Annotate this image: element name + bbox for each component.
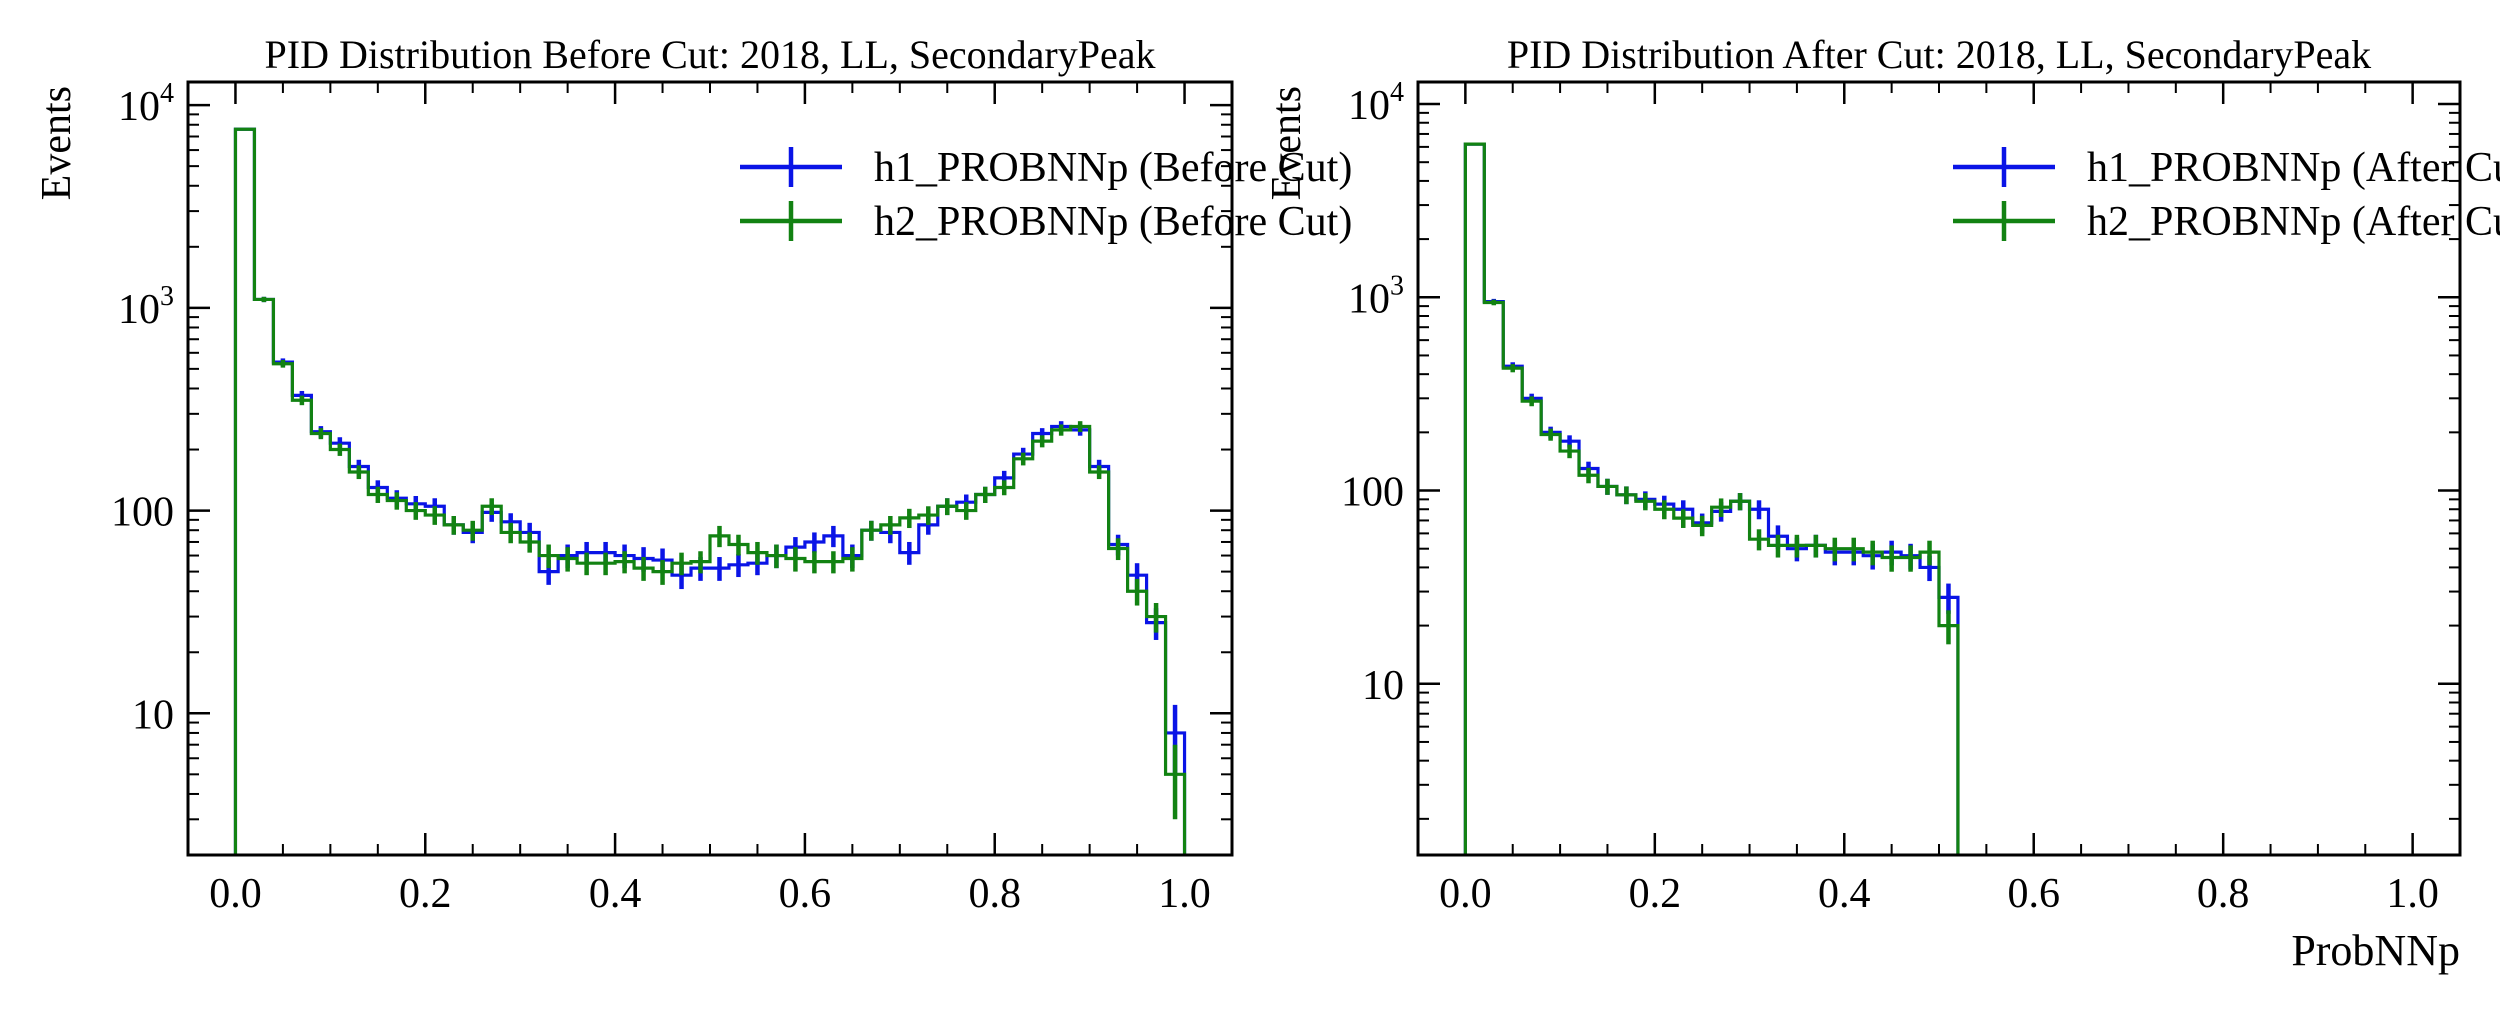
- plot-area: [233, 127, 1187, 855]
- x-axis-label: ProbNNp: [2291, 926, 2460, 975]
- x-tick-label: 0.2: [1629, 871, 1682, 917]
- x-tick-label: 1.0: [1158, 871, 1211, 917]
- series-1: [233, 127, 1187, 855]
- x-tick-label: 0.4: [1818, 871, 1871, 917]
- x-tick-label: 0.6: [2007, 871, 2060, 917]
- legend: h1_PROBNNp (After Cut) h2_PROBNNp (After …: [1953, 145, 2500, 245]
- legend-entry-1: h1_PROBNNp (After Cut): [1953, 145, 2500, 191]
- y-tick-base: 10: [118, 84, 160, 130]
- y-tick-base: 10: [118, 287, 160, 333]
- y-tick-label: 103: [1348, 270, 1404, 322]
- series-1: [1463, 142, 1960, 855]
- y-tick-exponent: 4: [160, 78, 174, 109]
- x-tick-label: 0.8: [2197, 871, 2250, 917]
- y-axis-label: Events: [34, 86, 80, 200]
- chart-title: PID Distribution Before Cut: 2018, LL, S…: [265, 32, 1156, 77]
- histogram-step-line: [1463, 142, 1960, 855]
- y-tick-exponent: 3: [160, 281, 174, 312]
- x-tick-label: 0.4: [589, 871, 642, 917]
- legend-label: h2_PROBNNp (Before Cut): [874, 199, 1352, 245]
- axes-frame: [186, 80, 1234, 857]
- legend-label: h2_PROBNNp (After Cut): [2087, 199, 2500, 245]
- legend-entry-2: h2_PROBNNp (Before Cut): [740, 199, 1352, 245]
- histogram-step-line: [233, 127, 1187, 855]
- histogram-step-line: [233, 127, 1187, 855]
- x-tick-label: 0.8: [968, 871, 1021, 917]
- y-tick-label: 100: [1341, 470, 1404, 516]
- y-axis-label: Events: [1264, 86, 1310, 200]
- series-2: [233, 127, 1187, 855]
- legend-label: h1_PROBNNp (Before Cut): [874, 145, 1352, 191]
- y-tick-exponent: 4: [1390, 77, 1404, 108]
- x-tick-label: 1.0: [2386, 871, 2439, 917]
- chart-panel-2: PID Distribution After Cut: 2018, LL, Se…: [1264, 32, 2500, 975]
- y-tick-label: 100: [111, 490, 174, 536]
- x-tick-label: 0.0: [1439, 871, 1492, 917]
- x-tick-label: 0.0: [209, 871, 262, 917]
- y-tick-label: 104: [118, 78, 174, 130]
- legend-label: h1_PROBNNp (After Cut): [2087, 145, 2500, 191]
- histogram-step-line: [1463, 142, 1960, 855]
- x-tick-label: 0.6: [779, 871, 832, 917]
- y-tick-label: 103: [118, 281, 174, 333]
- x-tick-label: 0.2: [399, 871, 452, 917]
- y-tick-exponent: 3: [1390, 270, 1404, 301]
- chart-panel-1: PID Distribution Before Cut: 2018, LL, S…: [34, 32, 1352, 917]
- series-2: [1463, 142, 1960, 855]
- legend-entry-1: h1_PROBNNp (Before Cut): [740, 145, 1352, 191]
- legend: h1_PROBNNp (Before Cut) h2_PROBNNp (Befor…: [740, 145, 1352, 245]
- legend-entry-2: h2_PROBNNp (After Cut): [1953, 199, 2500, 245]
- y-tick-label: 10: [1362, 663, 1404, 709]
- axes-frame: [1416, 80, 2462, 857]
- plot-area: [1463, 142, 1960, 855]
- y-tick-base: 10: [1348, 276, 1390, 322]
- y-tick-base: 10: [1348, 83, 1390, 129]
- chart-title: PID Distribution After Cut: 2018, LL, Se…: [1507, 32, 2371, 77]
- y-tick-label: 104: [1348, 77, 1404, 129]
- y-tick-label: 10: [132, 692, 174, 738]
